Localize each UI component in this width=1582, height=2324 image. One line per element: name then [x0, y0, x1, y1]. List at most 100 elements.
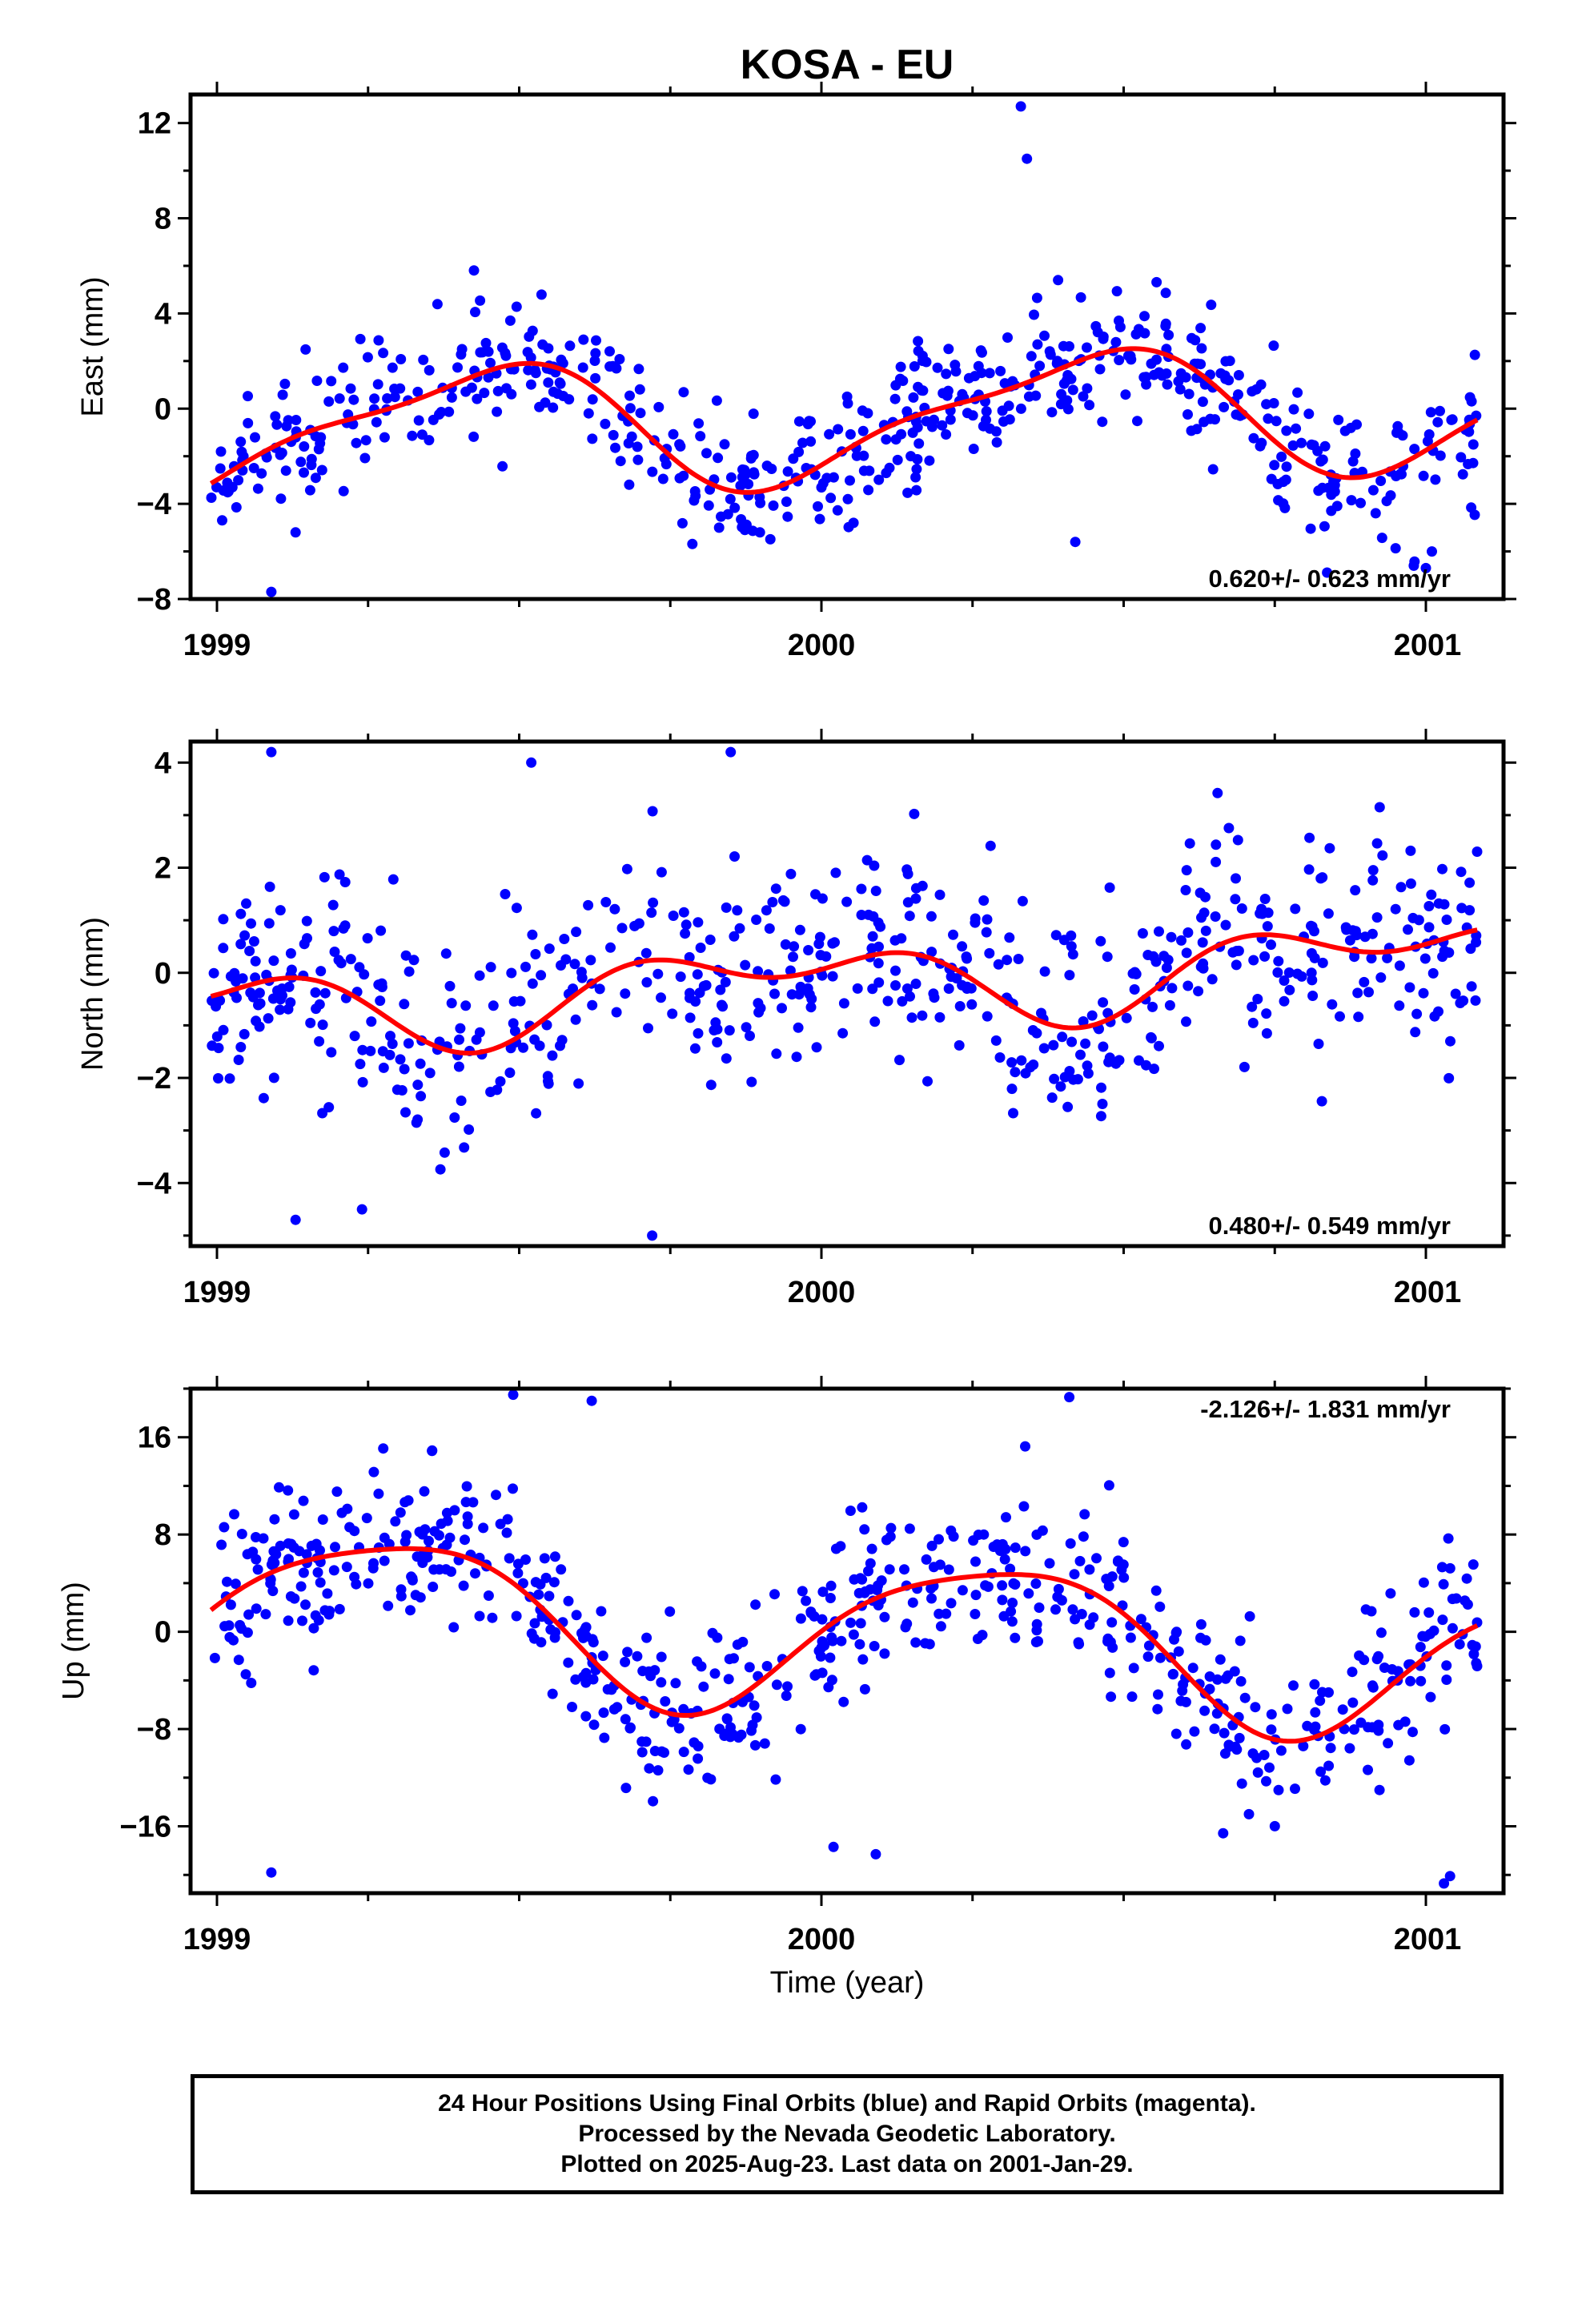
- data-point: [544, 1590, 555, 1602]
- data-point: [247, 1546, 259, 1558]
- data-point: [1199, 416, 1210, 428]
- data-point: [460, 1000, 472, 1011]
- data-point: [805, 1002, 817, 1013]
- data-point: [345, 954, 356, 965]
- data-point: [1162, 955, 1174, 966]
- data-point: [698, 1681, 709, 1692]
- data-point: [1015, 403, 1026, 414]
- data-point: [1026, 351, 1037, 362]
- data-point: [239, 930, 251, 941]
- data-point: [1367, 1722, 1378, 1733]
- data-point: [512, 1558, 524, 1570]
- data-point: [357, 1044, 368, 1055]
- data-point: [1315, 1695, 1326, 1707]
- data-point: [962, 983, 973, 994]
- data-point: [1062, 404, 1074, 415]
- data-point: [256, 468, 267, 479]
- data-point: [1174, 384, 1186, 395]
- data-point: [333, 955, 344, 966]
- data-point: [873, 941, 884, 952]
- data-point: [1266, 1709, 1277, 1720]
- data-point: [570, 1014, 581, 1025]
- data-point: [518, 1042, 528, 1053]
- data-point: [253, 999, 263, 1011]
- data-point: [1005, 1563, 1016, 1574]
- data-point: [1046, 407, 1058, 418]
- data-point: [1360, 1604, 1371, 1615]
- data-point: [836, 1635, 847, 1647]
- data-point: [458, 1580, 469, 1591]
- data-point: [326, 376, 337, 387]
- data-point: [371, 416, 382, 428]
- data-point: [1307, 991, 1319, 1001]
- data-point: [1104, 882, 1115, 893]
- data-point: [957, 388, 968, 400]
- data-point: [363, 1578, 374, 1589]
- data-point: [941, 429, 952, 440]
- data-point: [902, 897, 913, 908]
- data-point: [957, 941, 968, 952]
- y-tick-label: 16: [138, 1421, 171, 1455]
- data-point: [1439, 1723, 1451, 1735]
- data-point: [636, 1736, 648, 1747]
- data-point: [906, 1012, 917, 1023]
- data-point: [934, 1011, 946, 1023]
- data-point: [833, 424, 844, 435]
- data-point: [673, 1723, 685, 1734]
- data-point: [250, 432, 260, 443]
- data-point: [298, 1495, 309, 1506]
- data-point: [243, 1609, 255, 1620]
- data-point: [998, 416, 1009, 427]
- y-tick-label: −8: [137, 583, 171, 617]
- data-point: [390, 1516, 401, 1527]
- data-point: [957, 1585, 968, 1596]
- data-point: [280, 465, 291, 476]
- data-point: [1327, 999, 1338, 1010]
- data-point: [889, 393, 901, 404]
- data-point: [981, 927, 992, 938]
- data-point: [474, 1610, 485, 1622]
- data-point: [468, 431, 480, 442]
- y-tick-label: −4: [137, 1167, 171, 1200]
- data-point: [981, 406, 992, 417]
- data-point: [1408, 560, 1419, 571]
- data-point: [1111, 286, 1122, 297]
- data-point: [678, 907, 689, 918]
- data-point: [633, 918, 644, 929]
- data-point: [229, 1509, 239, 1520]
- data-point: [1098, 333, 1109, 344]
- data-point: [1423, 922, 1435, 933]
- data-point: [1114, 321, 1126, 332]
- data-point: [713, 522, 725, 533]
- data-point: [1367, 1680, 1378, 1691]
- data-point: [327, 899, 339, 911]
- data-point: [598, 1707, 609, 1719]
- data-point: [739, 525, 750, 536]
- data-point: [300, 1599, 311, 1610]
- data-point: [926, 911, 937, 922]
- data-point: [1053, 1583, 1064, 1594]
- data-point: [596, 1606, 607, 1617]
- data-point: [527, 978, 538, 989]
- data-point: [1086, 1010, 1098, 1021]
- data-point: [911, 485, 922, 496]
- data-point: [870, 886, 881, 896]
- data-point: [211, 481, 222, 493]
- data-point: [283, 415, 294, 426]
- data-point: [1304, 832, 1315, 843]
- data-point: [263, 1013, 274, 1024]
- data-point: [1302, 1720, 1313, 1731]
- data-point: [857, 405, 868, 416]
- data-point: [495, 1076, 506, 1087]
- data-point: [1095, 1111, 1106, 1122]
- data-point: [1227, 947, 1239, 958]
- data-point: [391, 1084, 403, 1096]
- data-point: [873, 977, 885, 988]
- data-point: [828, 1841, 839, 1852]
- east-ylabel: East (mm): [76, 276, 110, 416]
- data-point: [1261, 1008, 1272, 1019]
- data-point: [218, 943, 229, 954]
- data-point: [439, 1147, 450, 1158]
- data-point: [1069, 1569, 1080, 1580]
- data-point: [917, 1010, 928, 1021]
